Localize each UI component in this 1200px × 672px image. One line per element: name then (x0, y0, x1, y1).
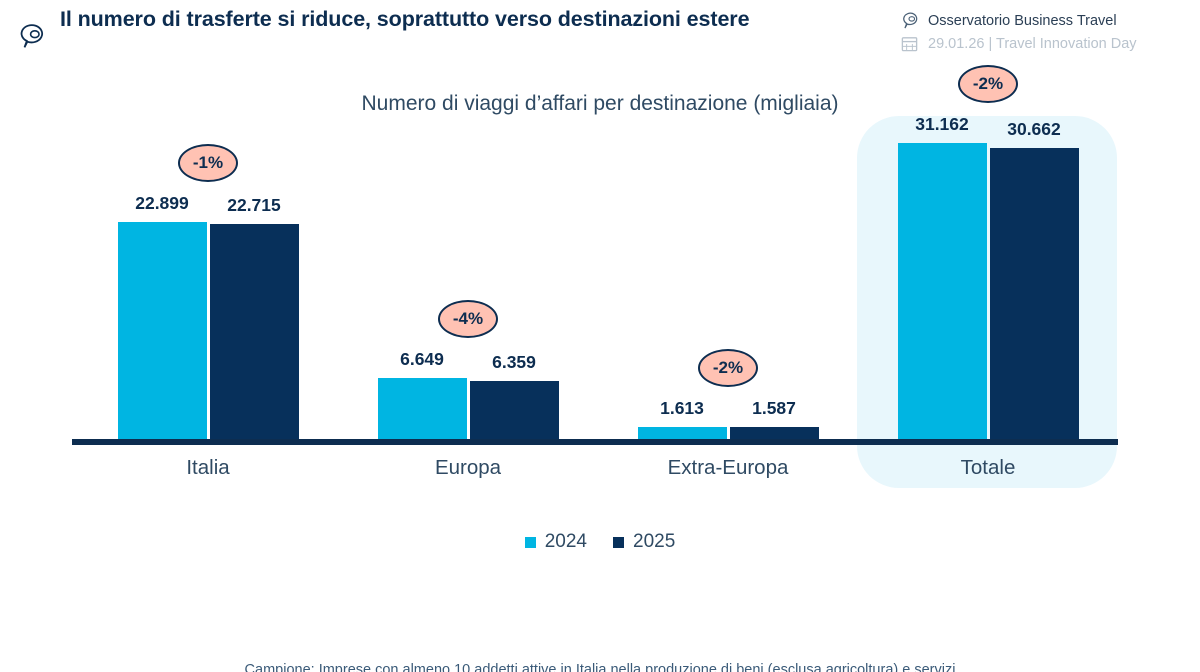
legend-swatch-2025 (613, 536, 624, 548)
value-label-totale-2024: 31.162 (915, 114, 969, 135)
bars-layer: 22.899 22.715 -1% 6.649 6.359 -4% 1.613 1.587 -2… (0, 65, 1200, 443)
x-axis-line (72, 439, 1118, 445)
event-label: 29.01.26 | Travel Innovation Day (928, 35, 1137, 52)
page-title: Il numero di trasferte si riduce, soprat… (60, 7, 750, 31)
bar-europa-2025 (469, 381, 559, 442)
category-label-europa: Europa (434, 456, 502, 479)
value-label-europa-2024: 6.649 (400, 349, 444, 370)
magnifier-icon (903, 12, 918, 29)
variation-badge-italia: -1% (178, 144, 238, 183)
magnifier-speech-icon (20, 24, 44, 48)
calendar-icon (901, 37, 918, 52)
chart-title: Numero di viaggi d’affari per destinazio… (361, 92, 839, 115)
slide-footer: POLIMISCHOOL OF MANAGEMENT osservatori.n… (0, 622, 1200, 672)
variation-badge-europa: -4% (438, 300, 498, 339)
category-label-italia: Italia (186, 456, 230, 479)
chart-legend: 2024 2025 (0, 531, 1200, 553)
value-label-totale-2025: 30.662 (1007, 119, 1061, 139)
observatory-label: Osservatorio Business Travel (928, 12, 1117, 29)
category-label-totale: Totale (960, 456, 1016, 479)
value-label-italia-2024: 22.899 (135, 193, 189, 214)
value-label-extraeuropa-2025: 1.587 (752, 397, 796, 418)
bar-totale-2025 (989, 148, 1079, 442)
bar-italia-2025 (209, 224, 299, 442)
variation-badge-totale: -2% (958, 65, 1018, 104)
bar-extraeuropa-2025 (729, 426, 819, 442)
bar-italia-2024 (117, 222, 207, 442)
bar-totale-2024 (897, 143, 987, 442)
bar-extraeuropa-2024 (637, 426, 727, 442)
legend-label-2024: 2024 (544, 531, 587, 552)
legend-swatch-2024 (524, 536, 536, 548)
header-meta: Osservatorio Business Travel 29.01.26 | … (900, 9, 1200, 55)
legend-item-2024[interactable]: 2024 (524, 531, 587, 553)
value-label-extraeuropa-2024: 1.613 (660, 397, 704, 418)
chart-area: Numero di viaggi d’affari per destinazio… (0, 65, 1200, 672)
slide-header: Il numero di trasferte si riduce, soprat… (0, 0, 1200, 71)
bar-europa-2024 (377, 378, 467, 442)
legend-label-2025: 2025 (633, 531, 676, 552)
legend-item-2025[interactable]: 2025 (613, 531, 675, 553)
variation-badge-extraeuropa: -2% (698, 348, 758, 387)
plot-region: 22.899 22.715 -1% 6.649 6.359 -4% 1.613 1.587 -2… (0, 65, 1200, 491)
value-label-italia-2025: 22.715 (227, 195, 281, 216)
category-label-extraeuropa: Extra-Europa (667, 456, 789, 479)
value-label-europa-2025: 6.359 (492, 352, 536, 373)
event-row: 29.01.26 | Travel Innovation Day (900, 32, 1200, 55)
observatory-row: Osservatorio Business Travel (900, 9, 1200, 32)
source-note: Campione: Imprese con almeno 10 addetti … (244, 662, 956, 672)
